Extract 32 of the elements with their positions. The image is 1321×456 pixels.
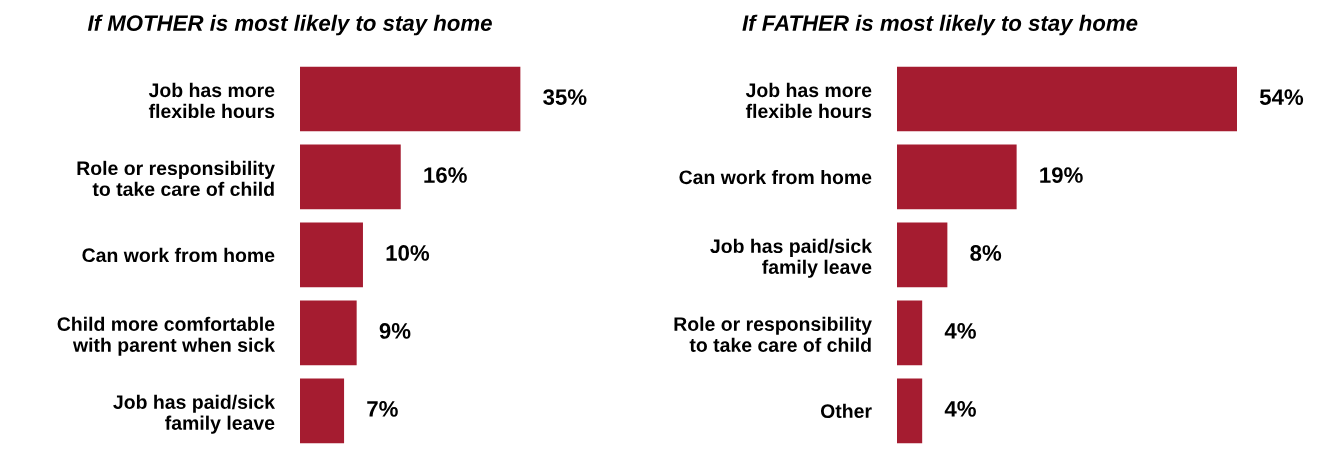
data-label: 16% xyxy=(424,167,467,183)
y-tick-label: Can work from home xyxy=(679,169,872,185)
chart-title: If FATHER is most likely to stay home xyxy=(742,14,1138,36)
chart-title: If MOTHER is most likely to stay home xyxy=(87,14,492,36)
bar xyxy=(300,222,363,288)
data-label: 8% xyxy=(970,245,1002,261)
y-tick-label: Job has more flexible hours xyxy=(745,82,872,119)
bar xyxy=(897,300,923,366)
data-label: 4% xyxy=(944,323,976,339)
y-tick-label: Job has paid/sick family leave xyxy=(710,238,873,278)
data-label: 7% xyxy=(367,401,398,417)
bar xyxy=(300,144,401,210)
data-label: 19% xyxy=(1040,167,1083,183)
data-label: 54% xyxy=(1259,89,1304,105)
y-tick-label: Job has paid/sick family leave xyxy=(113,394,276,434)
bar xyxy=(897,66,1237,132)
data-label: 4% xyxy=(944,401,976,417)
y-tick-label: Can work from home xyxy=(82,247,275,263)
bar xyxy=(897,378,923,444)
bar xyxy=(897,144,1017,210)
bar xyxy=(300,300,357,366)
bar xyxy=(897,222,948,288)
data-label: 10% xyxy=(386,245,430,261)
data-label: 35% xyxy=(543,89,587,105)
y-tick-label: Job has more flexible hours xyxy=(148,82,275,119)
y-tick-label: Role or responsibility to take care of child xyxy=(674,316,872,352)
bar xyxy=(300,378,345,444)
data-label: 9% xyxy=(379,323,411,339)
y-tick-label: Other xyxy=(820,403,872,419)
y-tick-label: Role or responsibility to take care of child xyxy=(77,160,275,197)
y-tick-label: Child more comfortable with parent when sick xyxy=(57,316,276,356)
bar xyxy=(300,66,521,132)
